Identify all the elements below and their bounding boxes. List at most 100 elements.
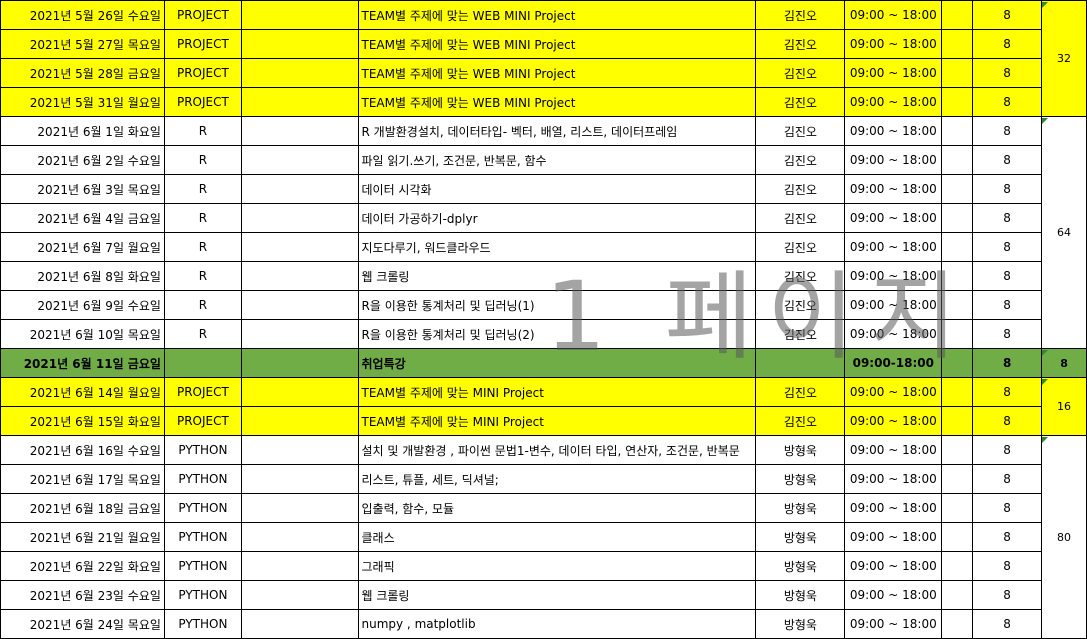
time-cell[interactable]: 09:00 ~ 18:00 [844,319,943,349]
date-cell[interactable]: 2021년 6월 16일 수요일 [0,435,165,465]
group-total-cell[interactable]: 32 [1041,0,1087,117]
instructor-cell[interactable]: 방형욱 [755,493,846,523]
category-cell[interactable]: R [163,203,242,233]
date-cell[interactable]: 2021년 6월 9일 수요일 [0,290,165,320]
category-cell[interactable]: PROJECT [163,87,242,117]
instructor-cell[interactable] [755,348,846,378]
date-cell[interactable]: 2021년 6월 17일 목요일 [0,464,165,494]
hours-cell[interactable]: 8 [972,290,1043,320]
empty-cell[interactable] [240,290,359,320]
empty-cell[interactable] [240,348,359,378]
instructor-cell[interactable]: 방형욱 [755,609,846,639]
time-cell[interactable]: 09:00-18:00 [844,348,943,378]
group-total-cell[interactable]: 64 [1041,116,1087,349]
empty-cell[interactable] [941,174,974,204]
topic-cell[interactable]: R 개발환경설치, 데이터타입- 벡터, 배열, 리스트, 데이터프레임 [357,116,757,146]
empty-cell[interactable] [240,580,359,610]
hours-cell[interactable]: 8 [972,87,1043,117]
time-cell[interactable]: 09:00 ~ 18:00 [844,290,943,320]
time-cell[interactable]: 09:00 ~ 18:00 [844,116,943,146]
empty-cell[interactable] [941,58,974,88]
instructor-cell[interactable]: 김진오 [755,261,846,291]
instructor-cell[interactable]: 방형욱 [755,464,846,494]
time-cell[interactable]: 09:00 ~ 18:00 [844,29,943,59]
topic-cell[interactable]: 입출력, 함수, 모듈 [357,493,757,523]
category-cell[interactable] [163,348,242,378]
group-total-cell[interactable]: 16 [1041,377,1087,436]
date-cell[interactable]: 2021년 6월 21일 월요일 [0,522,165,552]
topic-cell[interactable]: 클래스 [357,522,757,552]
topic-cell[interactable]: 웹 크롤링 [357,261,757,291]
hours-cell[interactable]: 8 [972,406,1043,436]
date-cell[interactable]: 2021년 6월 15일 화요일 [0,406,165,436]
empty-cell[interactable] [240,435,359,465]
hours-cell[interactable]: 8 [972,174,1043,204]
time-cell[interactable]: 09:00 ~ 18:00 [844,203,943,233]
empty-cell[interactable] [941,29,974,59]
time-cell[interactable]: 09:00 ~ 18:00 [844,58,943,88]
group-total-cell[interactable]: 8 [1041,348,1087,378]
instructor-cell[interactable]: 김진오 [755,58,846,88]
empty-cell[interactable] [240,116,359,146]
date-cell[interactable]: 2021년 6월 22일 화요일 [0,551,165,581]
instructor-cell[interactable]: 방형욱 [755,522,846,552]
time-cell[interactable]: 09:00 ~ 18:00 [844,464,943,494]
empty-cell[interactable] [240,261,359,291]
empty-cell[interactable] [240,58,359,88]
empty-cell[interactable] [240,174,359,204]
date-cell[interactable]: 2021년 5월 28일 금요일 [0,58,165,88]
empty-cell[interactable] [941,0,974,30]
time-cell[interactable]: 09:00 ~ 18:00 [844,435,943,465]
topic-cell[interactable]: R을 이용한 통계처리 및 딥러닝(1) [357,290,757,320]
instructor-cell[interactable]: 김진오 [755,0,846,30]
instructor-cell[interactable]: 김진오 [755,29,846,59]
category-cell[interactable]: PYTHON [163,580,242,610]
empty-cell[interactable] [941,348,974,378]
date-cell[interactable]: 2021년 6월 3일 목요일 [0,174,165,204]
time-cell[interactable]: 09:00 ~ 18:00 [844,493,943,523]
date-cell[interactable]: 2021년 6월 23일 수요일 [0,580,165,610]
hours-cell[interactable]: 8 [972,580,1043,610]
empty-cell[interactable] [240,551,359,581]
instructor-cell[interactable]: 방형욱 [755,551,846,581]
category-cell[interactable]: PYTHON [163,609,242,639]
empty-cell[interactable] [941,87,974,117]
empty-cell[interactable] [941,116,974,146]
topic-cell[interactable]: 취업특강 [357,348,757,378]
topic-cell[interactable]: 파일 읽기.쓰기, 조건문, 반복문, 함수 [357,145,757,175]
time-cell[interactable]: 09:00 ~ 18:00 [844,0,943,30]
topic-cell[interactable]: 데이터 가공하기-dplyr [357,203,757,233]
category-cell[interactable]: PYTHON [163,522,242,552]
time-cell[interactable]: 09:00 ~ 18:00 [844,406,943,436]
time-cell[interactable]: 09:00 ~ 18:00 [844,232,943,262]
empty-cell[interactable] [941,232,974,262]
empty-cell[interactable] [240,609,359,639]
instructor-cell[interactable]: 방형욱 [755,580,846,610]
topic-cell[interactable]: TEAM별 주제에 맞는 MINI Project [357,377,757,407]
category-cell[interactable]: PROJECT [163,377,242,407]
hours-cell[interactable]: 8 [972,319,1043,349]
topic-cell[interactable]: numpy , matplotlib [357,609,757,639]
empty-cell[interactable] [941,609,974,639]
instructor-cell[interactable]: 김진오 [755,87,846,117]
empty-cell[interactable] [941,551,974,581]
instructor-cell[interactable]: 김진오 [755,232,846,262]
time-cell[interactable]: 09:00 ~ 18:00 [844,87,943,117]
instructor-cell[interactable]: 김진오 [755,290,846,320]
empty-cell[interactable] [240,145,359,175]
hours-cell[interactable]: 8 [972,203,1043,233]
category-cell[interactable]: R [163,290,242,320]
category-cell[interactable]: PROJECT [163,29,242,59]
hours-cell[interactable]: 8 [972,551,1043,581]
empty-cell[interactable] [240,29,359,59]
hours-cell[interactable]: 8 [972,464,1043,494]
topic-cell[interactable]: 그래픽 [357,551,757,581]
instructor-cell[interactable]: 김진오 [755,319,846,349]
category-cell[interactable]: R [163,116,242,146]
date-cell[interactable]: 2021년 6월 14일 월요일 [0,377,165,407]
topic-cell[interactable]: 설치 및 개발환경 , 파이썬 문법1-변수, 데이터 타입, 연산자, 조건문… [357,435,757,465]
instructor-cell[interactable]: 김진오 [755,203,846,233]
topic-cell[interactable]: TEAM별 주제에 맞는 WEB MINI Project [357,58,757,88]
category-cell[interactable]: R [163,174,242,204]
date-cell[interactable]: 2021년 6월 11일 금요일 [0,348,165,378]
